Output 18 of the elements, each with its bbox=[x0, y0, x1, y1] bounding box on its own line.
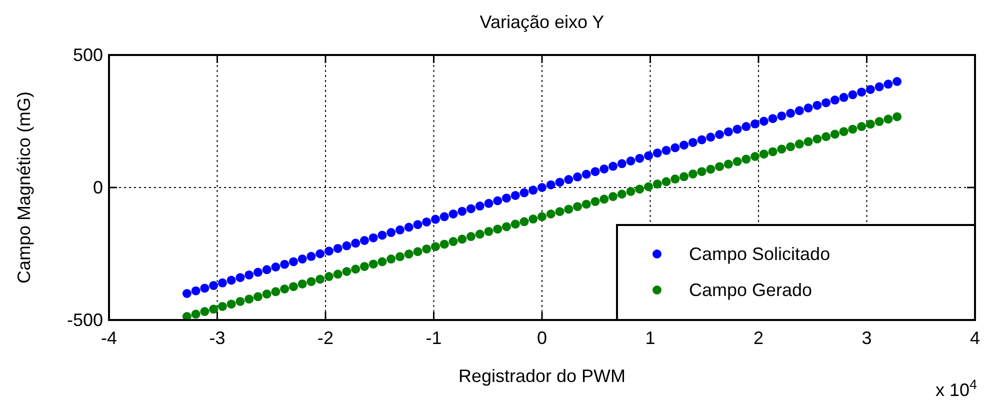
y-axis-title: Campo Magnético (mG) bbox=[14, 91, 34, 284]
x-tick-label: 1 bbox=[645, 328, 656, 348]
x-tick-label: -4 bbox=[100, 328, 118, 348]
x-tick-label: 2 bbox=[753, 328, 764, 348]
y-tick-label: -500 bbox=[66, 310, 103, 330]
legend-label: Campo Gerado bbox=[689, 280, 812, 300]
chart-title: Variação eixo Y bbox=[480, 12, 604, 32]
x-tick-label: 0 bbox=[536, 328, 548, 348]
x-tick-label: 3 bbox=[862, 328, 872, 348]
legend-label: Campo Solicitado bbox=[689, 244, 830, 264]
y-tick-label: 500 bbox=[72, 45, 103, 65]
x-axis-title: Registrador do PWM bbox=[458, 366, 626, 386]
x-tick-label: 4 bbox=[970, 328, 980, 348]
x-tick-label: -2 bbox=[317, 328, 334, 348]
text: x 10$^{4}$ bbox=[935, 376, 978, 400]
x-tick-label: -3 bbox=[209, 328, 226, 348]
y-tick-label: 0 bbox=[92, 178, 103, 198]
x-tick-label: -1 bbox=[426, 328, 442, 348]
